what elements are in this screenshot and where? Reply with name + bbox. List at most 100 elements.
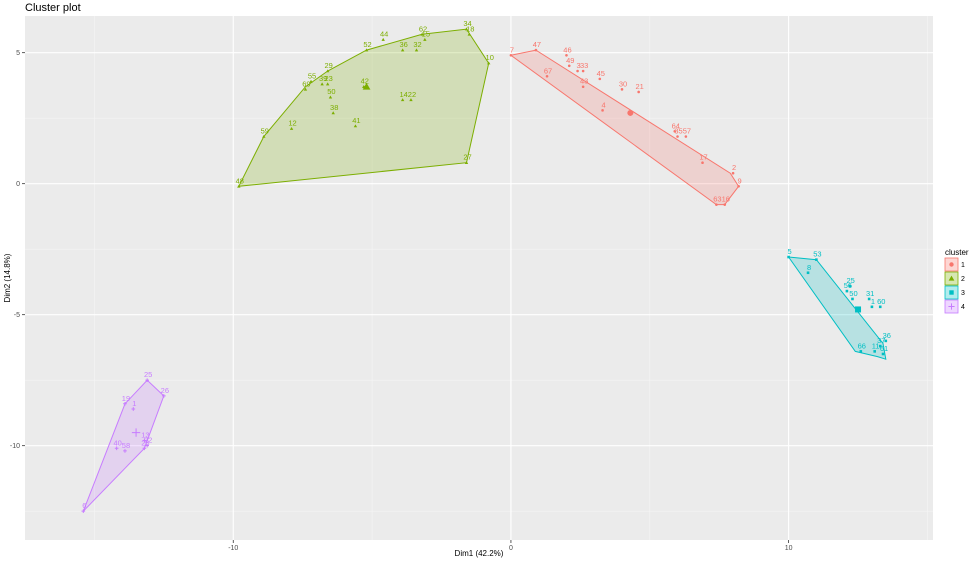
chart-title: Cluster plot (25, 2, 81, 14)
point-label: 13 (141, 430, 149, 439)
cluster-1-point (723, 203, 727, 206)
cluster-2-point (325, 82, 330, 86)
y-tick-label: 5 (16, 50, 20, 57)
point-label: 60 (877, 297, 885, 306)
cluster-3-center (855, 306, 862, 313)
point-label: 43 (580, 77, 588, 86)
point-label: 56 (844, 281, 852, 290)
cluster-2-point (409, 98, 413, 102)
point-label: 35 (674, 127, 682, 136)
plot-panel (25, 16, 933, 540)
cluster-points (81, 27, 888, 513)
point-label: 15 (422, 30, 430, 39)
legend-label-3: 3 (961, 290, 965, 297)
cluster-2-point (414, 48, 419, 52)
y-tick-label: -5 (14, 312, 20, 319)
cluster-3-point (873, 350, 876, 353)
cluster-2-point (289, 126, 294, 130)
legend-title: cluster (945, 248, 969, 257)
point-label: 22 (408, 90, 416, 99)
cluster-1-point (731, 171, 735, 175)
x-tick-label: 10 (785, 545, 793, 552)
point-label: 21 (635, 82, 643, 91)
point-label: 29 (324, 61, 332, 70)
point-label: 61 (880, 344, 888, 353)
point-label: 5 (788, 247, 792, 256)
point-label: 36 (399, 40, 407, 49)
cluster-1-point (673, 129, 677, 133)
point-label: 31 (866, 289, 874, 298)
cluster-1-point (598, 77, 602, 81)
point-label: 32 (413, 40, 421, 49)
cluster-hulls (82, 28, 887, 512)
point-label: 47 (533, 40, 541, 49)
cluster-4-point (131, 407, 136, 411)
point-label: 11 (872, 341, 880, 350)
point-label: 17 (699, 153, 707, 162)
point-label: 39 (319, 74, 327, 83)
cluster-2-point (464, 161, 469, 164)
point-label: 1 (871, 297, 875, 306)
point-label: 50 (849, 289, 857, 298)
y-tick-label: 0 (16, 181, 20, 188)
point-label: 10 (486, 53, 494, 62)
cluster-4-hull (82, 379, 165, 512)
point-label: 48 (236, 176, 244, 185)
cluster-1-point (581, 85, 585, 89)
point-label: 62 (419, 24, 427, 33)
point-label: 50 (327, 87, 335, 96)
legend-marker-4 (948, 303, 955, 310)
point-label: 64 (672, 121, 680, 130)
point-label: 34 (463, 19, 471, 28)
legend-label-4: 4 (961, 304, 965, 311)
cluster-2-point (303, 87, 308, 91)
cluster-2-point (353, 124, 358, 128)
cluster-2-point (237, 184, 241, 188)
cluster-2-point (320, 82, 324, 86)
y-axis-label: Dim2 (14.8%) (3, 253, 12, 302)
cluster-2-point (381, 37, 385, 41)
cluster-3-point (815, 258, 818, 261)
cluster-1-center (627, 109, 634, 116)
point-label: 28 (141, 438, 149, 447)
cluster-3-point (859, 350, 863, 353)
cluster-1-point (545, 74, 549, 78)
minor-gridlines (25, 16, 933, 540)
cluster-1-point (601, 109, 604, 112)
cluster-1-point (534, 48, 538, 52)
point-label: 22 (144, 436, 152, 445)
point-label: 6 (82, 501, 86, 510)
point-label: 63 (713, 195, 721, 204)
point-label: 69 (302, 79, 310, 88)
point-label: 59 (261, 127, 269, 136)
legend-marker-1 (949, 262, 954, 267)
cluster-2-point (328, 95, 333, 99)
point-label: 2 (732, 163, 736, 172)
point-label: 58 (122, 441, 130, 450)
point-label: 1 (132, 399, 136, 408)
point-label: 53 (813, 250, 821, 259)
cluster-1-point (637, 90, 640, 94)
cluster-3-point (878, 344, 882, 348)
cluster-3-point (884, 339, 888, 343)
point-label: 44 (380, 30, 388, 39)
cluster-4-point (123, 449, 127, 453)
cluster-4-center (131, 428, 141, 437)
point-label: 12 (288, 119, 296, 128)
cluster-1-point (567, 64, 571, 68)
cluster-1-point (701, 161, 704, 165)
point-label: 42 (361, 77, 369, 86)
cluster-3-point (867, 297, 871, 301)
point-label: 41 (352, 116, 360, 125)
point-label: 66 (858, 341, 866, 350)
major-gridlines (25, 16, 933, 540)
cluster-4-point (142, 446, 147, 451)
legend-marker-3 (949, 290, 954, 295)
cluster-1-point (565, 54, 568, 57)
cluster-3-point (870, 305, 874, 309)
cluster-3-point (881, 352, 885, 356)
cluster-2-point (487, 61, 491, 65)
